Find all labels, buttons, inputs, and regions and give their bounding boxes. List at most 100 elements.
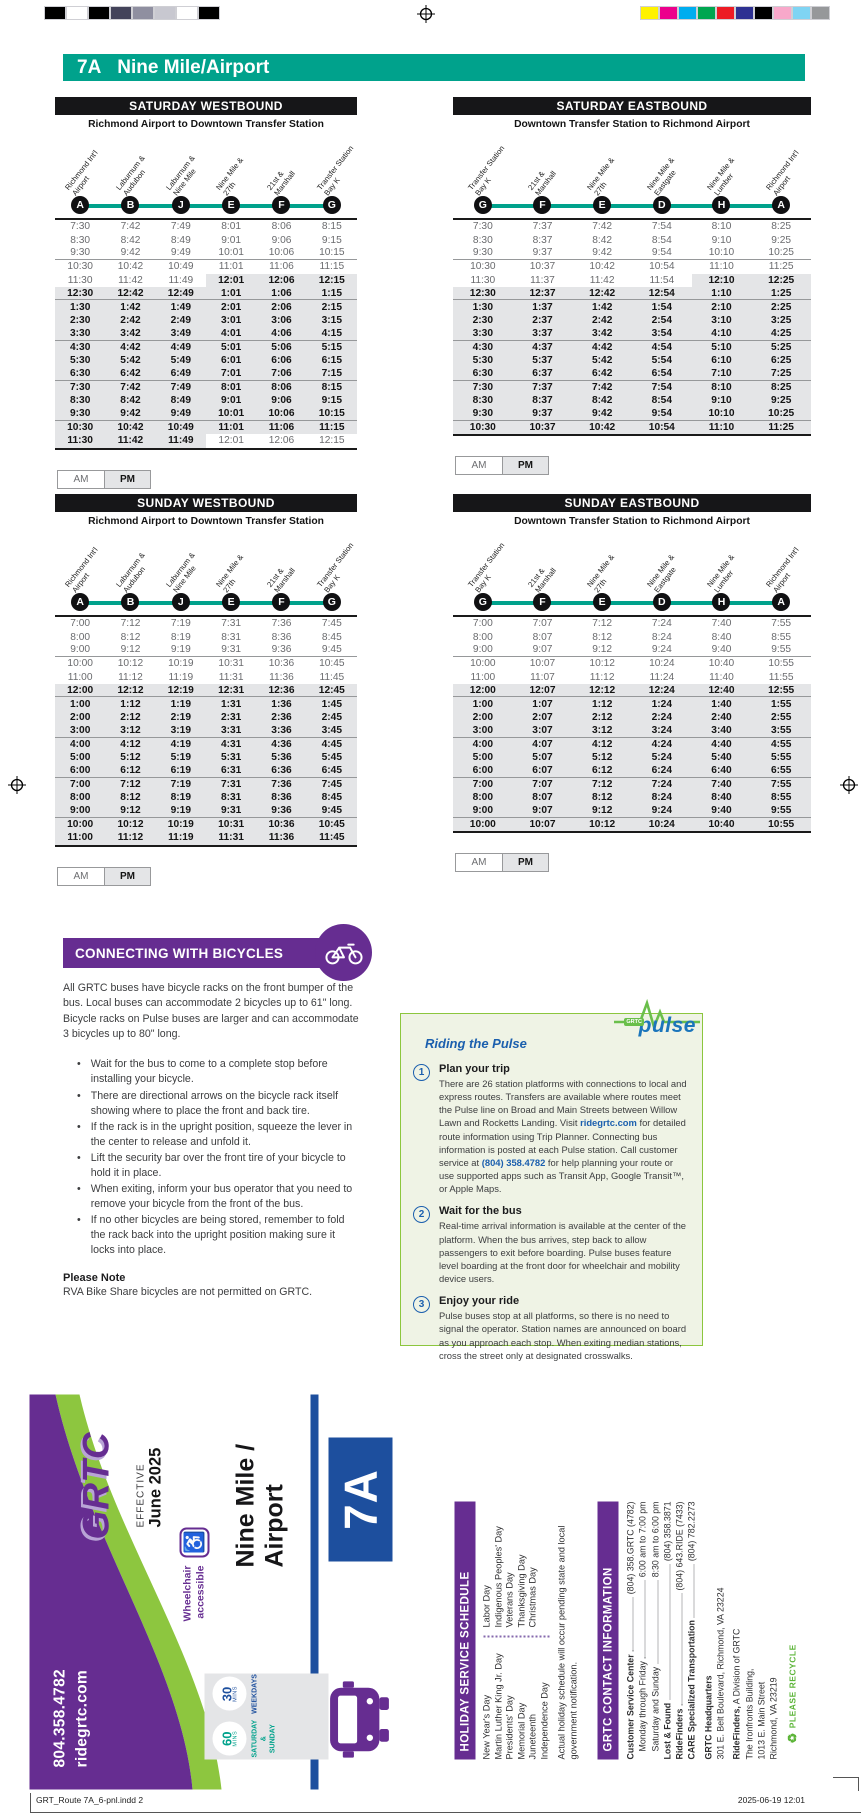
time-cell: 11:00 (55, 831, 106, 845)
time-cell: 7:36 (256, 777, 307, 792)
time-cell: 3:19 (155, 724, 206, 737)
time-cell: 9:07 (532, 644, 553, 656)
time-cell: 11:30 (470, 274, 496, 286)
pm-legend-cell: PM (502, 854, 548, 872)
time-cell: 3:30 (55, 327, 106, 340)
step-title: Wait for the bus (439, 1205, 522, 1218)
color-swatch (44, 6, 66, 20)
time-cell: 8:07 (532, 631, 553, 643)
time-cell: 8:42 (592, 234, 613, 246)
address-line: 301 E. Belt Boulevard, Richmond, VA 2322… (715, 1587, 726, 1760)
inline-link[interactable]: ridegrtc.com (580, 1117, 637, 1129)
grayscale-print-bar (44, 6, 220, 20)
time-cell: 9:30 (70, 247, 91, 259)
stop-name-label: 21st & Marshall (264, 169, 297, 198)
stop-name-label: Nine Mile & Lumber (704, 155, 736, 198)
time-cell: 9:12 (592, 644, 613, 656)
time-cell: 1:45 (306, 697, 357, 711)
time-cell: 6:40 (691, 764, 752, 777)
time-cell: 6:06 (256, 353, 307, 368)
time-cell: 7:30 (55, 380, 106, 395)
timetable-saturday-westbound: SATURDAY WESTBOUND Richmond Airport to D… (55, 97, 357, 489)
list-item: Labor Day (481, 1585, 492, 1628)
riding-the-pulse-panel: pulse GRTC Riding the Pulse 1 Plan your t… (400, 998, 703, 1361)
time-cell: 4:55 (751, 737, 811, 751)
time-cell: 11:10 (691, 420, 752, 435)
time-cell: 10:37 (529, 261, 556, 273)
time-cell: 7:45 (321, 618, 342, 630)
registration-target-icon (8, 776, 26, 799)
time-cell: 7:12 (105, 777, 156, 792)
time-cell: 10:25 (768, 247, 794, 259)
timetable-body: 7:30 7:42 7:49 8:01 8:06 8:15 8:30 8:42 8:49 9:01… (55, 218, 357, 450)
inline-link[interactable]: (804) 358.4782 (481, 1156, 546, 1168)
time-cell: 10:24 (649, 658, 675, 670)
body-text: for help planning your route or use supp… (439, 1156, 684, 1195)
time-cell: 3:37 (512, 327, 573, 340)
timetable-row: 7:30 7:42 7:49 8:01 8:06 8:15 (55, 220, 357, 233)
time-cell: 2:12 (572, 710, 632, 725)
time-cell: 8:40 (691, 791, 752, 805)
time-cell: 6:54 (632, 367, 692, 380)
time-cell: 9:10 (711, 234, 732, 246)
am-legend-cell: AM (58, 470, 104, 488)
time-cell: 4:45 (306, 737, 357, 751)
pulse-logo-word: pulse (638, 1014, 696, 1037)
time-cell: 3:01 (205, 313, 257, 328)
stop-name-label: Laburnum & Nine Mile (163, 550, 198, 595)
time-cell: 2:31 (205, 710, 257, 725)
time-cell: 3:00 (453, 724, 513, 737)
time-cell: 7:07 (532, 618, 553, 630)
weekend-frequency-circle: 60 MINS (212, 1721, 247, 1756)
time-cell: 1:07 (512, 697, 573, 711)
back-cover-panel: 804.358.4782 ridegrtc.com GRTC EFFECTIVE… (29, 1394, 840, 1790)
time-cell: 7:49 (170, 221, 191, 233)
timetable-row: 11:30 11:42 11:49 12:01 12:06 12:15 (55, 434, 357, 448)
bullet-icon: • (77, 1213, 81, 1226)
time-cell: 7:19 (155, 777, 206, 792)
timetable-row: 9:30 9:37 9:42 9:54 10:10 10:25 (453, 407, 811, 421)
time-cell: 11:06 (256, 420, 307, 435)
timetable-row: 9:00 9:07 9:12 9:24 9:40 9:55 (453, 644, 811, 658)
time-cell: 9:30 (55, 407, 106, 420)
time-cell: 7:40 (711, 618, 732, 630)
timetable-row: 10:00 10:07 10:12 10:24 10:40 10:55 (453, 657, 811, 670)
stop-name-label: Laburnum & Audubon (113, 153, 147, 198)
cover-contact-text: 804.358.4782 ridegrtc.com (50, 1669, 93, 1767)
time-cell: 7:40 (691, 777, 752, 792)
timetable-sunday-westbound: SUNDAY WESTBOUND Richmond Airport to Dow… (55, 494, 357, 886)
timetable-row: 9:00 9:12 9:19 9:31 9:36 9:45 (55, 804, 357, 818)
body-text: There are 26 station platforms with conn… (439, 1078, 687, 1129)
time-cell: 6:12 (572, 764, 632, 777)
time-cell: 10:40 (708, 658, 735, 670)
time-cell: 6:37 (512, 367, 573, 380)
time-cell: 2:42 (572, 313, 632, 328)
list-item: Memorial Day (516, 1702, 527, 1760)
time-cell: 3:07 (512, 724, 573, 737)
stop-letter-badge: A (772, 593, 791, 611)
bicycles-section-header: CONNECTING WITH BICYCLES (63, 924, 372, 981)
step-body: There are 26 station platforms with conn… (439, 1077, 690, 1195)
time-cell: 12:00 (55, 683, 106, 697)
cover-route-name: Nine Mile / Airport (231, 1443, 289, 1568)
timetable-row: 12:30 12:37 12:42 12:54 1:10 1:25 (453, 286, 811, 301)
timetable-row: 10:30 10:42 10:49 11:01 11:06 11:15 (55, 260, 357, 273)
time-cell: 11:01 (218, 261, 244, 273)
timetable-header: SATURDAY WESTBOUND (55, 97, 357, 115)
timetable-row: 6:30 6:37 6:42 6:54 7:10 7:25 (453, 367, 811, 381)
timetable-row: 8:00 8:07 8:12 8:24 8:40 8:55 (453, 630, 811, 643)
time-cell: 7:37 (512, 380, 573, 395)
timetable-row: 12:30 12:42 12:49 1:01 1:06 1:15 (55, 286, 357, 301)
time-cell: 11:06 (269, 261, 294, 273)
body-text: for detailed route information using Tri… (439, 1117, 686, 1168)
time-cell: 6:25 (751, 353, 811, 368)
time-cell: 4:31 (205, 737, 257, 751)
time-cell: 11:37 (530, 274, 555, 286)
time-cell: 1:19 (155, 697, 206, 711)
pulse-steps: 1 Plan your trip There are 26 station plat… (401, 1063, 702, 1362)
trim-tick (30, 1793, 31, 1812)
time-cell: 7:42 (592, 221, 613, 233)
time-cell: 8:00 (55, 791, 106, 805)
time-cell: 6:07 (512, 764, 573, 777)
color-swatch (176, 6, 198, 20)
